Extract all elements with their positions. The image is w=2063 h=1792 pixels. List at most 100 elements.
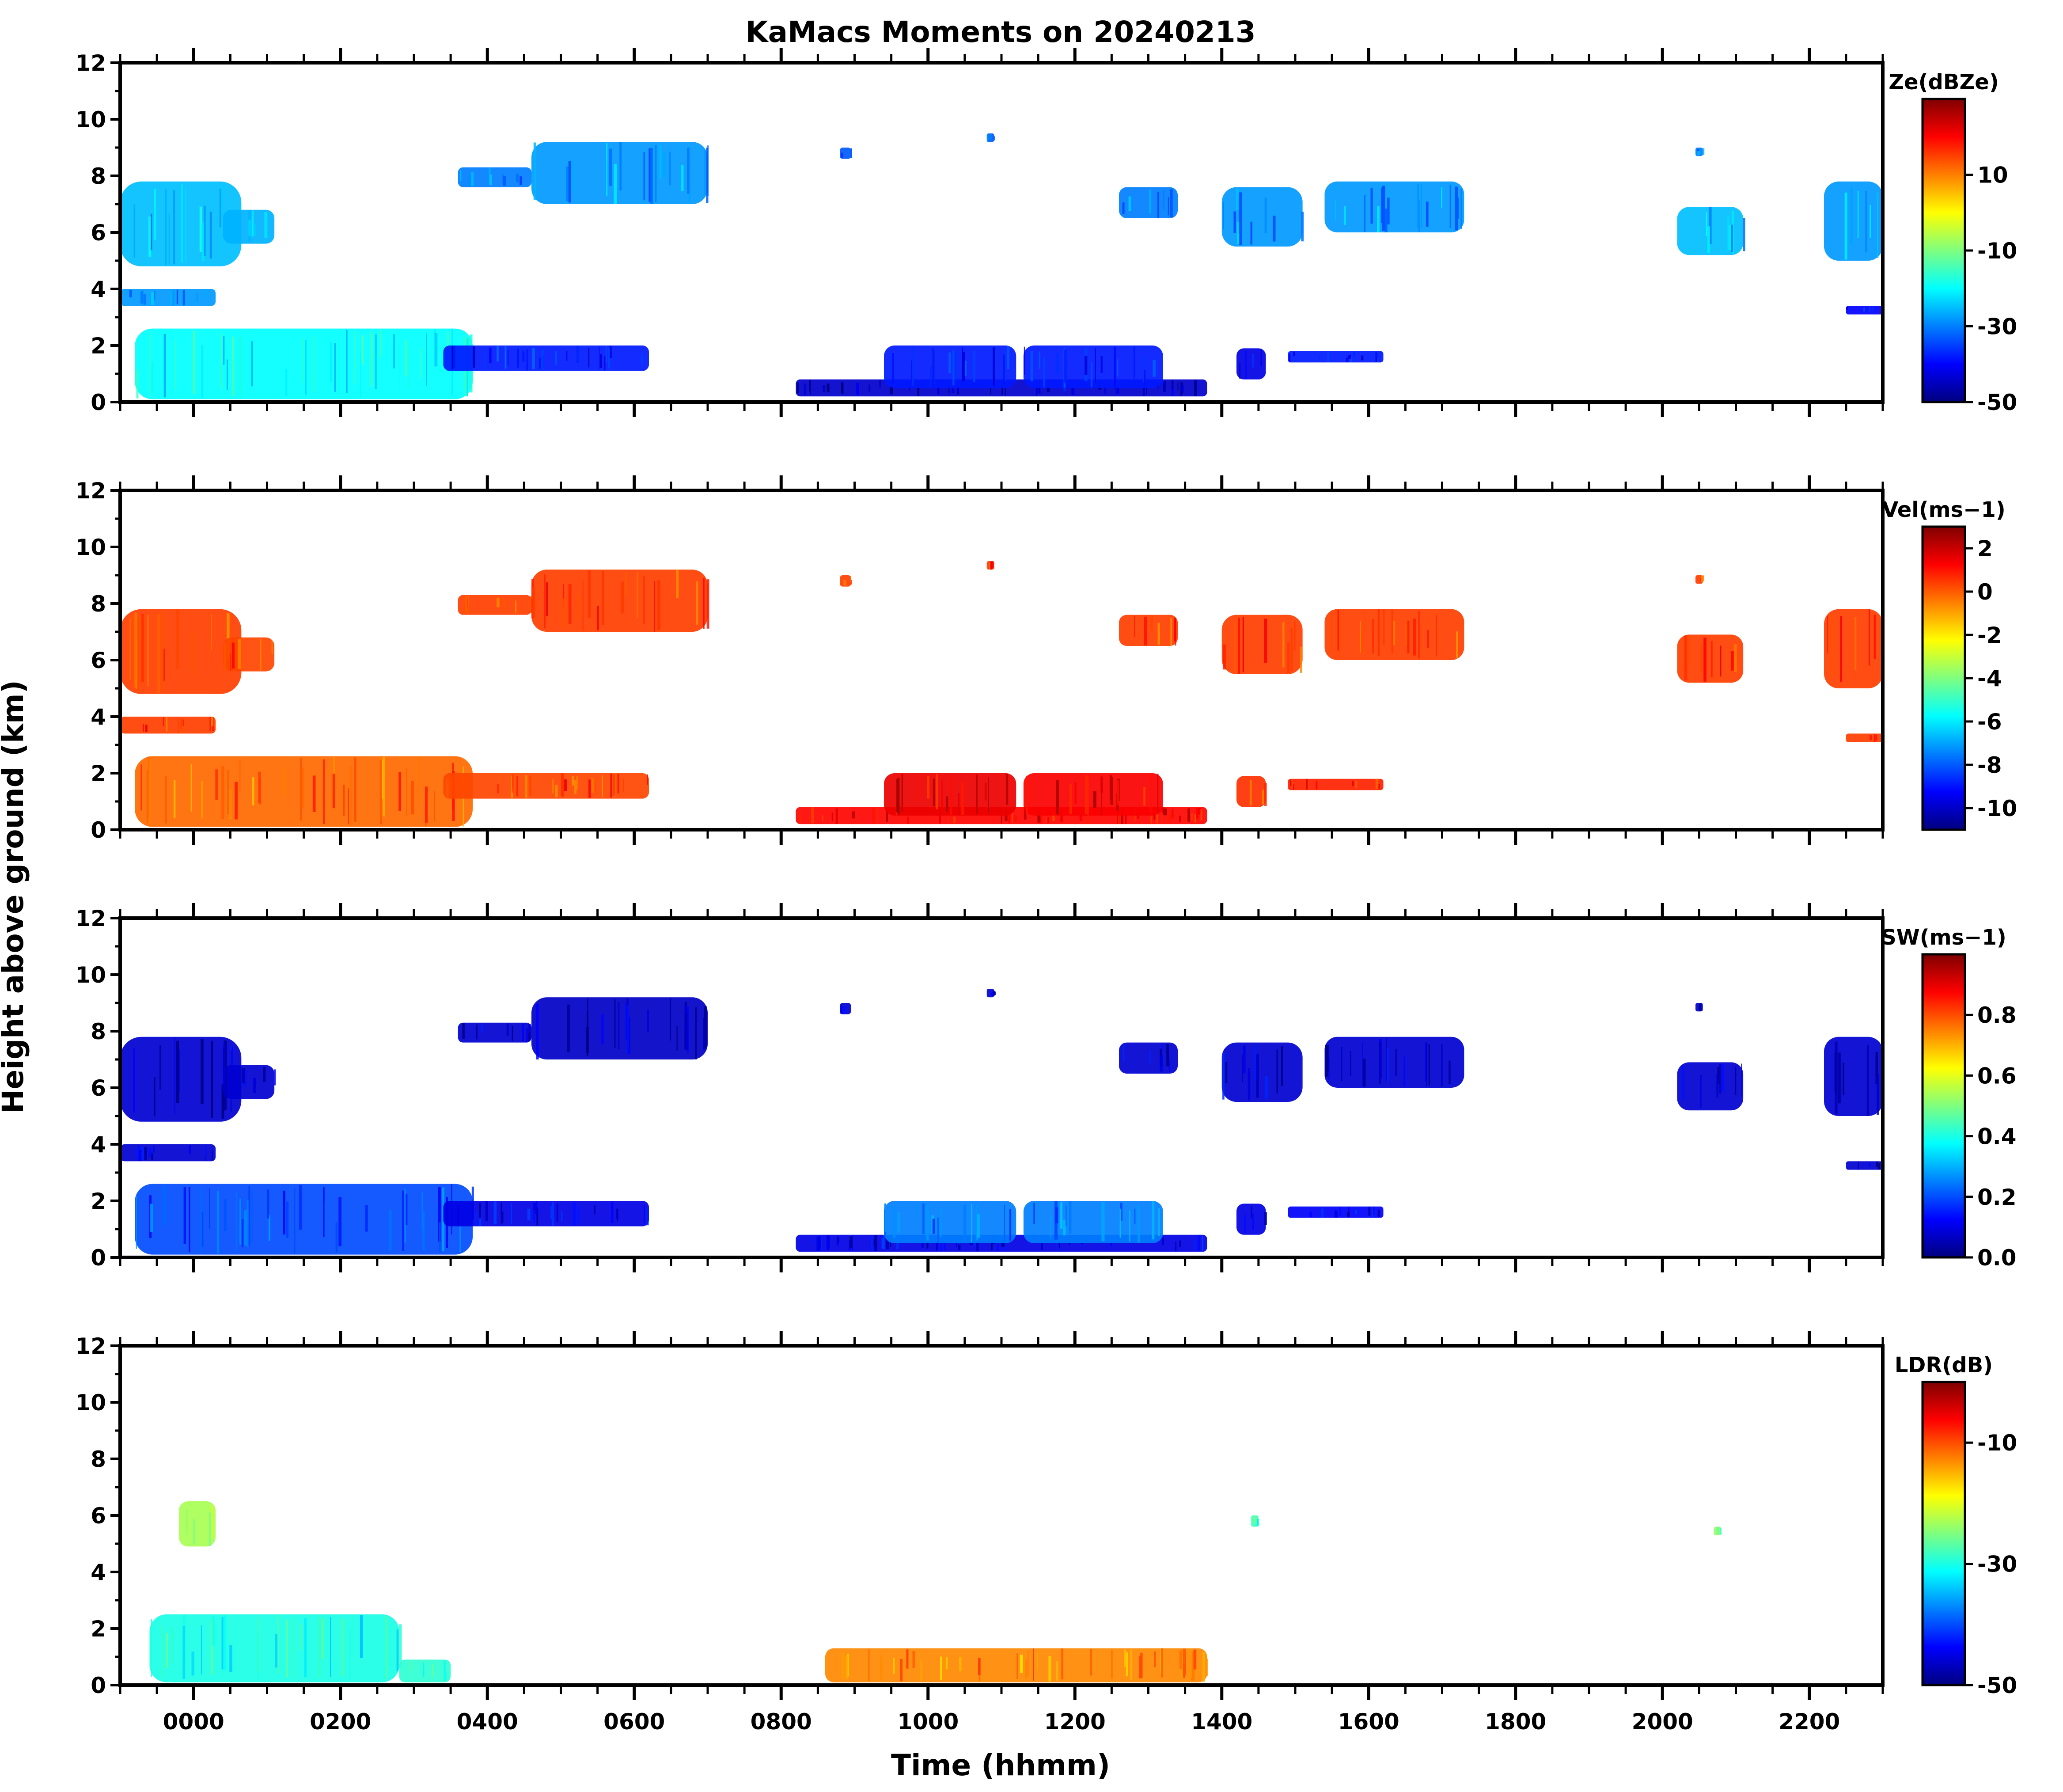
echo-streak xyxy=(846,1656,849,1679)
echo-streak xyxy=(1117,780,1120,805)
echo-streak xyxy=(1161,1238,1164,1245)
echo-streak xyxy=(140,764,142,811)
echo-streak xyxy=(349,1629,351,1680)
echo-streak xyxy=(611,1201,614,1223)
echo-streak xyxy=(142,290,144,304)
echo-streak xyxy=(606,143,608,196)
panel-ldr: 0 2 4 6 8 10 12 0000 0200 0400 0600 0800 1000 1200 140… xyxy=(75,1331,2017,1735)
echo-streak xyxy=(1304,779,1306,789)
echo-streak xyxy=(1161,807,1164,815)
echo-streak xyxy=(600,354,603,368)
echo-streak xyxy=(137,618,139,691)
echo-region xyxy=(443,345,649,371)
echo-streak xyxy=(821,1235,822,1251)
echo-streak xyxy=(146,770,148,824)
echo-streak xyxy=(1287,642,1290,673)
y-tick-label: 4 xyxy=(91,704,106,730)
echo-region xyxy=(1221,187,1303,247)
echo-streak xyxy=(1703,638,1707,682)
echo-streak xyxy=(1352,781,1354,786)
echo-streak xyxy=(1264,1076,1268,1099)
echo-streak xyxy=(506,1023,509,1036)
echo-streak xyxy=(151,292,154,305)
echo-streak xyxy=(253,1078,256,1093)
y-tick-label: 0 xyxy=(91,817,106,843)
echo-streak xyxy=(181,184,183,264)
echo-streak xyxy=(1854,617,1857,670)
echo-streak xyxy=(204,205,206,256)
echo-streak xyxy=(251,341,253,387)
echo-streak xyxy=(302,767,304,809)
echo-streak xyxy=(205,289,207,299)
echo-streak xyxy=(1449,1060,1451,1084)
echo-streak xyxy=(958,1244,961,1251)
echo-streak xyxy=(826,1235,830,1250)
echo-streak xyxy=(1386,1038,1387,1081)
echo-streak xyxy=(312,336,315,392)
echo-streak xyxy=(201,345,204,398)
echo-streak xyxy=(571,160,573,193)
echo-streak xyxy=(148,216,152,257)
echo-streak xyxy=(497,345,499,362)
echo-streak xyxy=(228,789,232,820)
echo-streak xyxy=(1138,1206,1140,1243)
echo-streak xyxy=(421,1191,423,1231)
echo-streak xyxy=(1179,816,1181,822)
echo-streak xyxy=(1840,616,1843,682)
echo-streak xyxy=(1876,1161,1878,1167)
echo-streak xyxy=(1348,1207,1350,1215)
echo-streak xyxy=(209,717,211,731)
echo-streak xyxy=(147,615,149,687)
echo-streak xyxy=(161,611,164,690)
echo-streak xyxy=(532,587,535,617)
echo-streak xyxy=(706,579,709,629)
echo-streak xyxy=(385,1616,388,1679)
y-tick-label: 0 xyxy=(91,1245,106,1271)
echo-streak xyxy=(1172,380,1174,389)
echo-streak xyxy=(522,351,525,362)
echo-streak xyxy=(1090,362,1092,387)
y-tick-label: 10 xyxy=(75,962,106,988)
x-tick-label: 0600 xyxy=(603,1709,665,1735)
echo-streak xyxy=(1682,1065,1684,1100)
echo-streak xyxy=(143,724,144,732)
echo-streak xyxy=(978,1658,981,1675)
echo-streak xyxy=(650,148,653,204)
echo-streak xyxy=(174,340,177,390)
echo-region xyxy=(531,569,708,632)
echo-streak xyxy=(1095,348,1096,383)
y-tick-label: 2 xyxy=(91,1188,106,1214)
echo-streak xyxy=(140,617,141,684)
echo-streak xyxy=(422,1211,425,1250)
echo-streak xyxy=(1373,1206,1374,1215)
echo-streak xyxy=(481,1024,483,1033)
echo-streak xyxy=(911,346,914,386)
echo-streak xyxy=(151,1619,152,1677)
echo-streak xyxy=(1033,1648,1034,1681)
echo-streak xyxy=(360,1615,363,1658)
echo-streak xyxy=(528,1024,531,1041)
echo-streak xyxy=(335,1222,338,1253)
echo-streak xyxy=(360,351,361,397)
echo-streak xyxy=(574,780,577,795)
echo-streak xyxy=(522,1023,524,1041)
y-tick-label: 4 xyxy=(91,1132,106,1158)
echo-streak xyxy=(129,290,132,298)
echo-streak xyxy=(1128,196,1131,211)
echo-streak xyxy=(432,1664,434,1677)
echo-streak xyxy=(182,725,185,733)
echo-streak xyxy=(462,1023,465,1039)
colorbar-tick-label: -2 xyxy=(1977,623,2002,648)
echo-streak xyxy=(841,152,843,158)
echo-streak xyxy=(388,1210,392,1251)
echo-streak xyxy=(1391,609,1393,654)
echo-streak xyxy=(1281,1046,1283,1086)
echo-streak xyxy=(300,1624,303,1650)
echo-streak xyxy=(1293,352,1295,357)
echo-streak xyxy=(1115,387,1119,394)
echo-streak xyxy=(215,769,218,800)
echo-streak xyxy=(1449,185,1451,228)
echo-streak xyxy=(1009,1209,1012,1241)
echo-streak xyxy=(1001,1240,1005,1247)
echo-streak xyxy=(655,144,657,202)
